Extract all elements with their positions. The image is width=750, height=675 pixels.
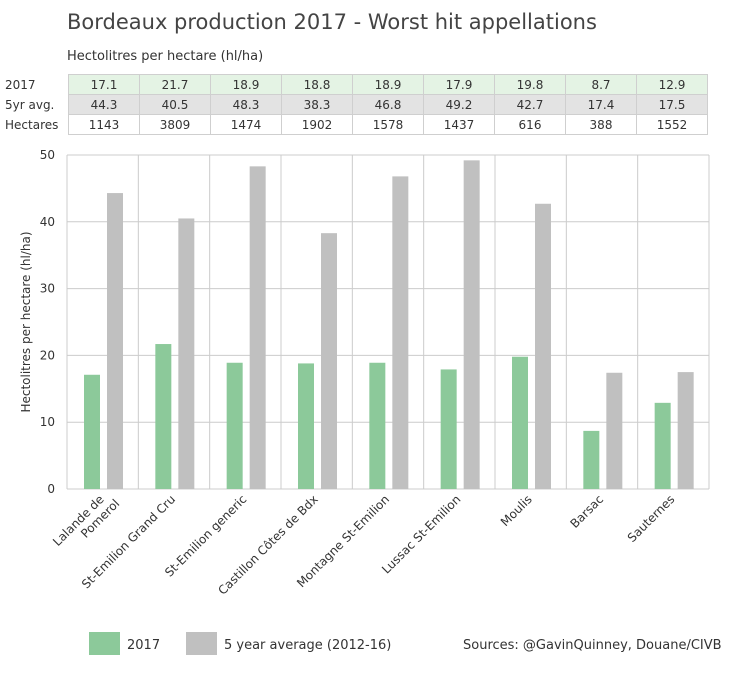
table-cell: 18.8 bbox=[281, 74, 353, 95]
bar-2017 bbox=[298, 363, 314, 489]
table-cell: 1902 bbox=[281, 114, 353, 135]
bar-5yr-avg bbox=[249, 166, 266, 489]
legend-swatch-2017 bbox=[89, 632, 120, 655]
legend-swatch-avg bbox=[186, 632, 217, 655]
row-label: 5yr avg. bbox=[5, 97, 55, 112]
bar-5yr-avg bbox=[463, 160, 480, 489]
table-cell: 46.8 bbox=[352, 94, 424, 115]
bar-2017 bbox=[654, 402, 671, 489]
row-label: Hectares bbox=[5, 117, 59, 132]
row-label: 2017 bbox=[5, 77, 36, 92]
table-cell: 1437 bbox=[423, 114, 495, 135]
y-tick-label: 10 bbox=[40, 415, 55, 429]
table-cell: 3809 bbox=[139, 114, 211, 135]
x-tick-label: Moulis bbox=[498, 492, 535, 529]
y-tick-label: 20 bbox=[40, 348, 55, 362]
bar-5yr-avg bbox=[178, 218, 195, 489]
x-tick-label: Sauternes bbox=[625, 492, 678, 545]
table-cell: 17.9 bbox=[423, 74, 495, 95]
table-cell: 17.5 bbox=[636, 94, 708, 115]
bar-5yr-avg bbox=[392, 176, 409, 489]
table-cell: 38.3 bbox=[281, 94, 353, 115]
y-tick-label: 40 bbox=[40, 215, 55, 229]
stats-table: 2017 17.1 21.7 18.9 18.8 18.9 17.9 19.8 … bbox=[4, 74, 708, 135]
table-cell: 1143 bbox=[68, 114, 140, 135]
table-subtitle: Hectolitres per hectare (hl/ha) bbox=[67, 49, 264, 64]
chart-title: Bordeaux production 2017 - Worst hit app… bbox=[67, 10, 597, 34]
table-cell: 1578 bbox=[352, 114, 424, 135]
bar-2017 bbox=[512, 356, 528, 489]
table-cell: 18.9 bbox=[352, 74, 424, 95]
bar-5yr-avg bbox=[677, 372, 694, 489]
table-cell: 42.7 bbox=[494, 94, 566, 115]
table-cell: 48.3 bbox=[210, 94, 282, 115]
y-tick-label: 0 bbox=[47, 482, 55, 496]
bar-2017 bbox=[440, 369, 457, 489]
table-row-2017: 2017 17.1 21.7 18.9 18.8 18.9 17.9 19.8 … bbox=[4, 74, 708, 95]
table-cell: 40.5 bbox=[139, 94, 211, 115]
bar-2017 bbox=[84, 374, 100, 489]
legend-label-avg: 5 year average (2012-16) bbox=[224, 638, 392, 653]
table-row-5yr-avg: 5yr avg. 44.3 40.5 48.3 38.3 46.8 49.2 4… bbox=[4, 94, 708, 115]
source-note: Sources: @GavinQuinney, Douane/CIVB bbox=[463, 638, 722, 653]
x-tick-label: Lussac St-Emilion bbox=[379, 492, 463, 576]
table-cell: 8.7 bbox=[565, 74, 637, 95]
y-tick-label: 30 bbox=[40, 282, 55, 296]
y-axis-label: Hectolitres per hectare (hl/ha) bbox=[19, 231, 33, 412]
table-cell: 616 bbox=[494, 114, 566, 135]
bar-5yr-avg bbox=[606, 372, 623, 489]
bar-5yr-avg bbox=[535, 203, 551, 490]
table-cell: 1552 bbox=[636, 114, 708, 135]
bar-2017 bbox=[226, 362, 243, 489]
table-cell: 21.7 bbox=[139, 74, 211, 95]
bar-2017 bbox=[369, 362, 386, 489]
table-cell: 388 bbox=[565, 114, 637, 135]
bar-2017 bbox=[583, 430, 600, 489]
bar-5yr-avg bbox=[321, 233, 337, 489]
table-row-hectares: Hectares 1143 3809 1474 1902 1578 1437 6… bbox=[4, 114, 708, 135]
table-cell: 44.3 bbox=[68, 94, 140, 115]
bar-2017 bbox=[155, 344, 172, 489]
legend-label-2017: 2017 bbox=[127, 638, 161, 653]
table-cell: 17.1 bbox=[68, 74, 140, 95]
x-tick-label: Barsac bbox=[567, 492, 606, 531]
y-tick-label: 50 bbox=[40, 148, 55, 162]
bar-5yr-avg bbox=[107, 193, 123, 490]
